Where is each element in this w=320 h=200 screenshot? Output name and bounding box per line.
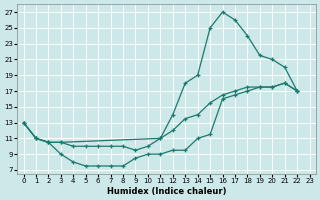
X-axis label: Humidex (Indice chaleur): Humidex (Indice chaleur) bbox=[107, 187, 226, 196]
